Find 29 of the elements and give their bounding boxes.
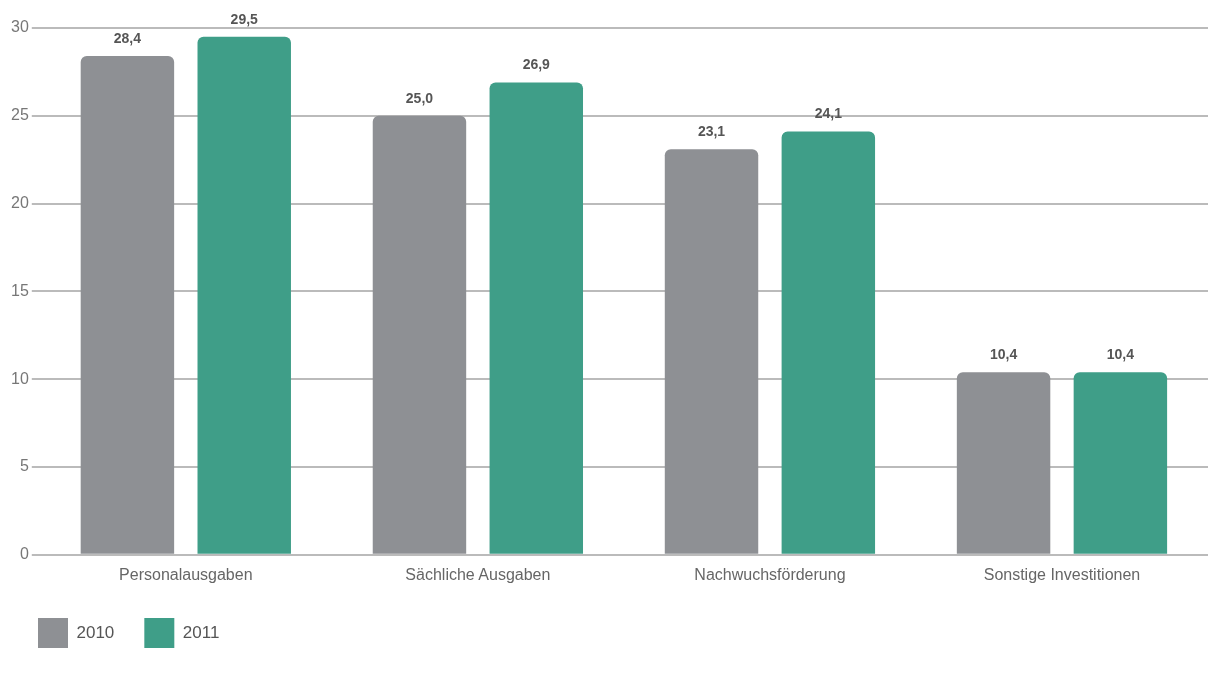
bar	[197, 36, 291, 554]
y-tick-label: 10	[11, 369, 29, 387]
data-label: 29,5	[230, 10, 259, 27]
y-tick-label: 0	[19, 545, 29, 563]
bar	[664, 149, 759, 554]
y-tick-label: 15	[11, 281, 29, 299]
data-label: 24,1	[814, 105, 843, 122]
y-tick-label: 30	[11, 18, 29, 36]
data-label: 10,4	[989, 346, 1018, 363]
data-label: 23,1	[697, 123, 726, 140]
x-tick-label: Personalausgaben	[119, 565, 253, 583]
bar	[1073, 372, 1168, 554]
y-tick-label: 20	[11, 194, 29, 212]
bar	[489, 82, 584, 554]
bar	[781, 131, 876, 554]
bar	[80, 56, 175, 554]
data-label: 25,0	[405, 89, 434, 106]
data-label: 28,4	[113, 29, 142, 46]
y-tick-label: 5	[19, 457, 29, 475]
data-label: 26,9	[522, 56, 551, 73]
data-label: 10,4	[1106, 346, 1135, 363]
legend-label: 2010	[76, 622, 115, 642]
bar	[956, 372, 1051, 554]
bar	[372, 115, 467, 554]
x-tick-label: Sonstige Investitionen	[983, 565, 1141, 583]
x-tick-label: Sächliche Ausgaben	[405, 565, 551, 583]
y-tick-label: 25	[11, 106, 29, 124]
legend-label: 2011	[182, 622, 220, 642]
x-tick-label: Nachwuchsförderung	[694, 565, 846, 583]
